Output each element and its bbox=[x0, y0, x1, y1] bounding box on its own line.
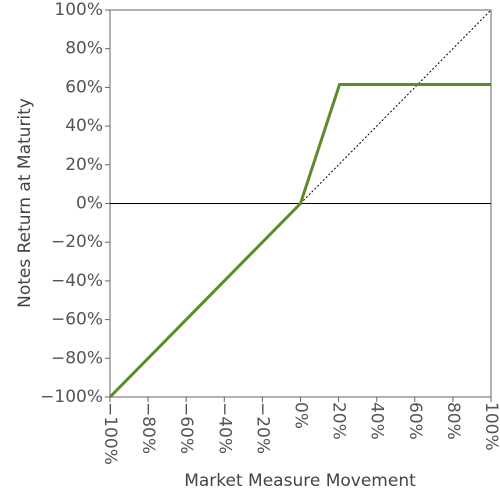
x-tick-label: 80% bbox=[443, 402, 463, 440]
x-tick-label: 100% bbox=[481, 402, 500, 451]
y-tick-label: 60% bbox=[65, 77, 103, 97]
y-tick-label: 0% bbox=[76, 194, 103, 214]
x-tick-label: 40% bbox=[367, 402, 387, 440]
x-tick-label: −20% bbox=[252, 402, 272, 454]
x-tick-label: −60% bbox=[176, 402, 196, 454]
x-tick-label: 20% bbox=[329, 402, 349, 440]
x-axis-label: Market Measure Movement bbox=[184, 471, 416, 491]
series-line bbox=[300, 9, 492, 204]
x-tick-label: −80% bbox=[138, 402, 158, 454]
y-tick-label: 40% bbox=[65, 116, 103, 136]
x-tick-label: −100% bbox=[100, 402, 120, 465]
y-tick-label: −80% bbox=[51, 348, 103, 368]
x-tick-label: −40% bbox=[214, 402, 234, 454]
y-tick-label: 100% bbox=[54, 0, 103, 20]
y-tick-label: 20% bbox=[65, 155, 103, 175]
y-axis-label: Notes Return at Maturity bbox=[15, 98, 35, 308]
x-tick-label: 0% bbox=[291, 402, 311, 429]
y-tick-label: 80% bbox=[65, 39, 103, 59]
y-tick-label: −100% bbox=[40, 387, 103, 407]
y-tick-label: −60% bbox=[51, 310, 103, 330]
y-tick-label: −40% bbox=[51, 271, 103, 291]
y-tick-label: −20% bbox=[51, 232, 103, 252]
x-tick-label: 60% bbox=[405, 402, 425, 440]
series-line bbox=[108, 82, 491, 399]
